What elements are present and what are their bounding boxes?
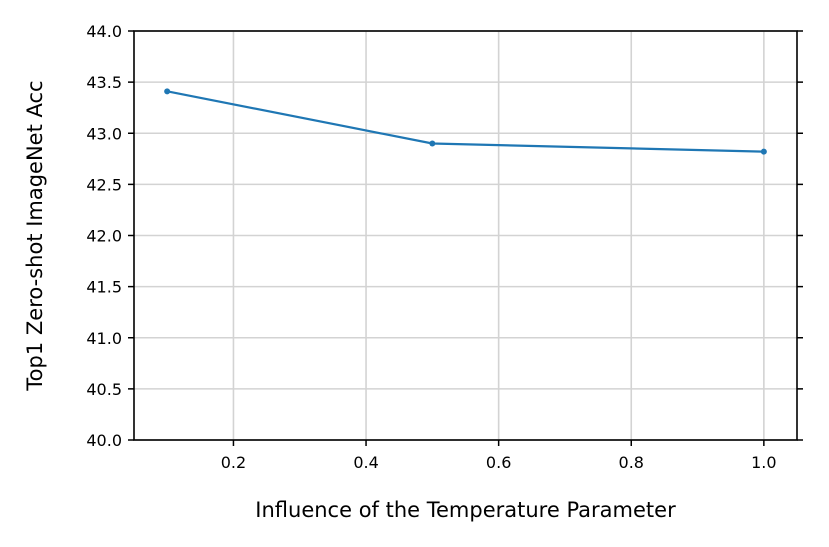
y-tick-label: 40.0	[86, 431, 122, 450]
y-tick-label: 42.0	[86, 227, 122, 246]
y-tick-label: 43.0	[86, 124, 122, 143]
ticks: 0.2 0.4 0.6 0.8 1.0 40.0 40.5 41.0 41.5 42.0 42.5 4…	[86, 22, 803, 472]
x-tick-label: 0.2	[221, 453, 246, 472]
data-point	[760, 148, 767, 155]
y-axis-label: Top1 Zero-shot ImageNet Acc	[23, 80, 47, 391]
y-tick-label: 40.5	[86, 380, 122, 399]
y-tick-label: 42.5	[86, 175, 122, 194]
y-tick-label: 44.0	[86, 22, 122, 41]
x-tick-label: 0.8	[619, 453, 644, 472]
y-tick-label: 41.0	[86, 329, 122, 348]
y-tick-label: 43.5	[86, 73, 122, 92]
y-tick-label: 41.5	[86, 278, 122, 297]
x-tick-label: 0.6	[486, 453, 511, 472]
x-axis-label: Influence of the Temperature Parameter	[255, 498, 676, 522]
x-tick-label: 0.4	[353, 453, 378, 472]
grid	[134, 30, 797, 441]
series-line	[166, 90, 764, 153]
x-tick-label: 1.0	[751, 453, 776, 472]
data-point	[164, 88, 171, 95]
series-layer	[164, 88, 767, 155]
data-point	[429, 140, 436, 147]
